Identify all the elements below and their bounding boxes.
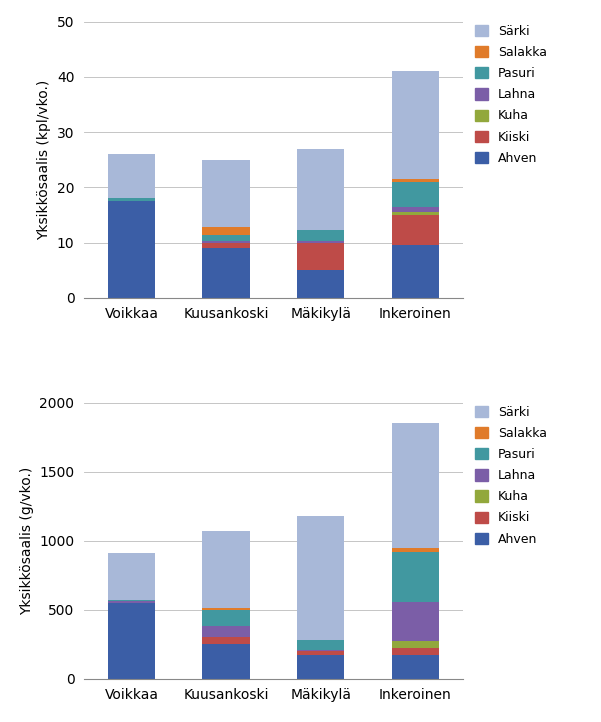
Bar <box>203 227 250 235</box>
Bar <box>108 199 155 201</box>
Bar <box>297 640 344 650</box>
Bar <box>108 155 155 199</box>
Bar <box>203 531 250 608</box>
Bar <box>203 638 250 644</box>
Bar <box>203 235 250 241</box>
Bar <box>297 243 344 270</box>
Bar <box>297 516 344 640</box>
Bar <box>108 553 155 600</box>
Bar <box>392 423 439 547</box>
Bar <box>203 644 250 679</box>
Legend: Särki, Salakka, Pasuri, Lahna, Kuha, Kiiski, Ahven: Särki, Salakka, Pasuri, Lahna, Kuha, Kii… <box>473 22 549 167</box>
Bar <box>392 640 439 648</box>
Bar <box>203 243 250 248</box>
Bar <box>203 608 250 609</box>
Y-axis label: Yksikkösaalis (kpl/vko.): Yksikkösaalis (kpl/vko.) <box>37 79 51 240</box>
Bar <box>392 245 439 297</box>
Bar <box>392 215 439 245</box>
Bar <box>392 182 439 206</box>
Bar <box>392 552 439 602</box>
Bar <box>297 270 344 297</box>
Legend: Särki, Salakka, Pasuri, Lahna, Kuha, Kiiski, Ahven: Särki, Salakka, Pasuri, Lahna, Kuha, Kii… <box>473 404 549 548</box>
Bar <box>392 547 439 552</box>
Bar <box>297 656 344 679</box>
Bar <box>203 609 250 626</box>
Bar <box>392 71 439 179</box>
Bar <box>203 160 250 227</box>
Y-axis label: Yksikkösaalis (g/vko.): Yksikkösaalis (g/vko.) <box>20 466 34 614</box>
Bar <box>297 651 344 656</box>
Bar <box>108 603 155 679</box>
Bar <box>203 241 250 243</box>
Bar <box>203 248 250 297</box>
Bar <box>392 179 439 182</box>
Bar <box>108 601 155 603</box>
Bar <box>392 206 439 212</box>
Bar <box>297 149 344 230</box>
Bar <box>392 602 439 640</box>
Bar <box>297 230 344 241</box>
Bar <box>108 600 155 601</box>
Bar <box>203 626 250 638</box>
Bar <box>392 648 439 655</box>
Bar <box>392 212 439 215</box>
Bar <box>297 650 344 651</box>
Bar <box>297 241 344 243</box>
Bar <box>108 201 155 297</box>
Bar <box>392 655 439 679</box>
